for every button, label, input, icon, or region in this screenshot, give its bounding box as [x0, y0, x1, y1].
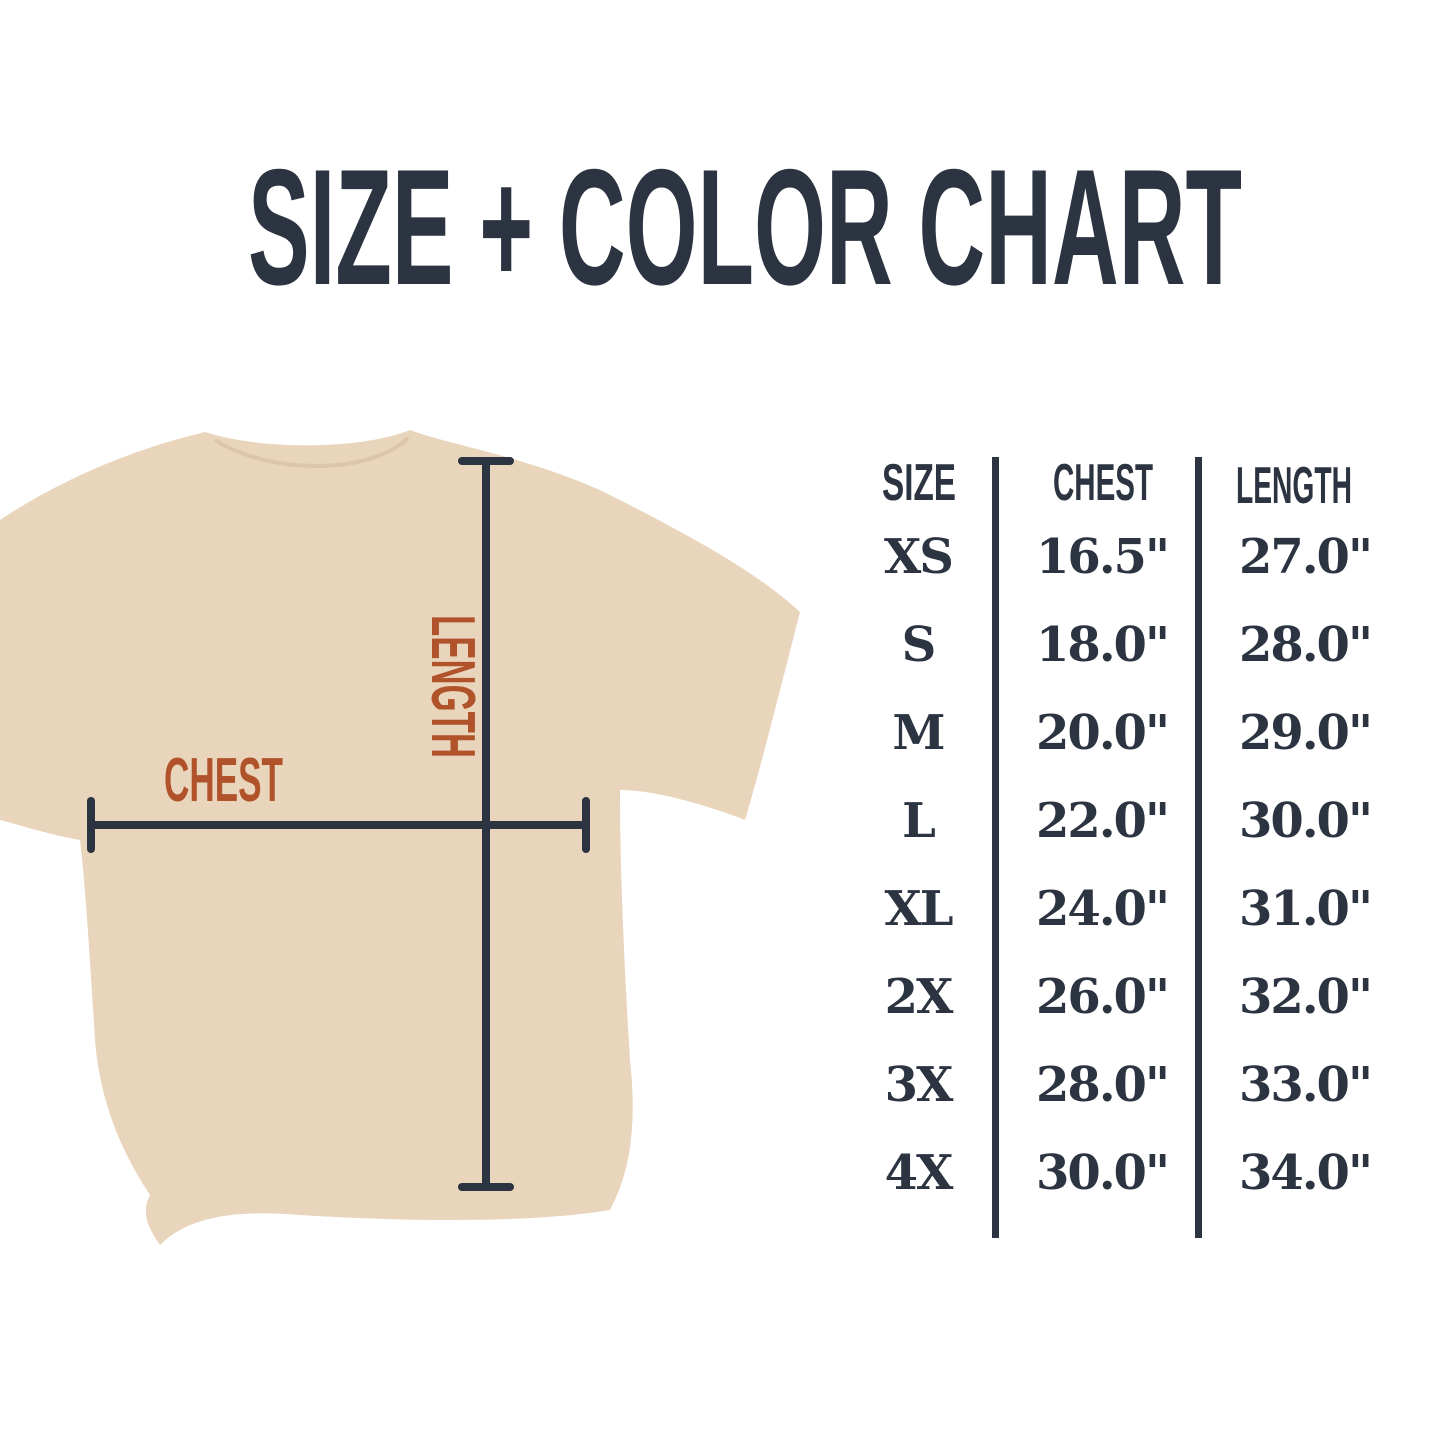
table-cell-chest: 18.0": [1036, 617, 1170, 673]
column-divider: [992, 457, 999, 1238]
table-cell-chest: 28.0": [1036, 1057, 1170, 1113]
table-cell-length: 28.0": [1239, 617, 1373, 673]
header-length: LENGTH: [1236, 457, 1352, 515]
table-cell-chest: 26.0": [1036, 969, 1170, 1025]
table-cell-chest: 24.0": [1036, 881, 1170, 937]
table-cell-length: 34.0": [1239, 1145, 1373, 1201]
table-cell-length: 31.0": [1239, 881, 1373, 937]
table-cell-size: 2X: [884, 969, 954, 1025]
table-cell-size: M: [892, 705, 945, 761]
length-label: LENGTH: [418, 615, 487, 758]
table-cell-size: XL: [884, 881, 954, 937]
page-title: SIZE + COLOR CHART: [248, 135, 1242, 319]
table-cell-size: 4X: [884, 1145, 954, 1201]
table-cell-length: 30.0": [1239, 793, 1373, 849]
table-cell-length: 32.0": [1239, 969, 1373, 1025]
table-cell-chest: 20.0": [1036, 705, 1170, 761]
tshirt-diagram: [0, 430, 800, 1245]
table-cell-length: 27.0": [1239, 529, 1373, 585]
table-cell-chest: 22.0": [1036, 793, 1170, 849]
table-cell-chest: 30.0": [1036, 1145, 1170, 1201]
header-chest: CHEST: [1053, 454, 1153, 512]
chest-measure-line: [87, 797, 590, 853]
table-cell-size: 3X: [884, 1057, 954, 1113]
table-cell-size: L: [902, 793, 936, 849]
header-size: SIZE: [882, 454, 956, 512]
table-cell-size: S: [901, 617, 937, 673]
table-cell-size: XS: [884, 529, 954, 585]
column-divider: [1195, 457, 1202, 1238]
tshirt-shape: [0, 430, 800, 1245]
table-cell-chest: 16.5": [1036, 529, 1170, 585]
table-cell-length: 33.0": [1239, 1057, 1373, 1113]
text-layer: SIZE + COLOR CHART CHEST LENGTH SIZE CHE…: [164, 135, 1352, 815]
table-cell-length: 29.0": [1239, 705, 1373, 761]
chest-label: CHEST: [164, 746, 283, 815]
